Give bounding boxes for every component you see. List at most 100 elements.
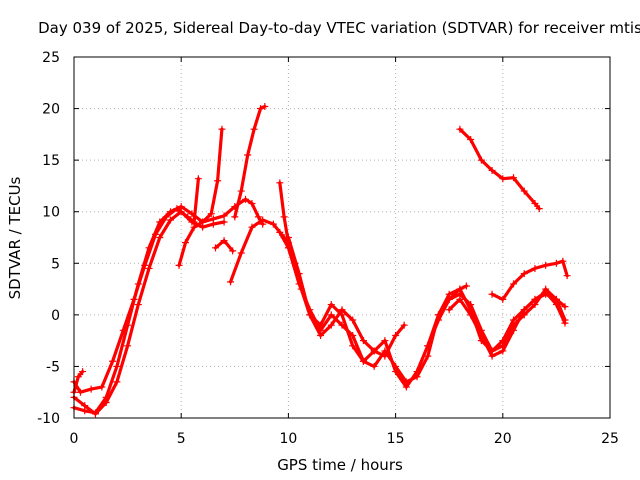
data-point <box>113 378 121 386</box>
data-point <box>370 347 378 355</box>
data-point <box>237 187 245 195</box>
data-point <box>269 220 277 228</box>
data-point <box>74 373 82 381</box>
data-point <box>510 280 518 288</box>
data-point <box>130 295 138 303</box>
data-point <box>561 319 569 327</box>
axis-ticks: 0 5 10 15 20 25 -10 -5 0 5 10 15 20 25 <box>37 50 619 447</box>
series-line <box>490 259 569 301</box>
data-point <box>242 195 250 203</box>
data-point <box>250 125 258 133</box>
data-point <box>254 213 262 221</box>
data-point <box>359 337 367 345</box>
data-point <box>91 410 99 418</box>
x-tick-label: 25 <box>601 431 619 447</box>
data-point <box>244 151 252 159</box>
data-point <box>542 288 550 296</box>
y-tick-label: 25 <box>42 50 60 66</box>
data-point <box>327 321 335 329</box>
data-point <box>338 311 346 319</box>
data-point <box>162 213 170 221</box>
y-tick-label: 0 <box>51 308 60 324</box>
data-point <box>327 311 335 319</box>
series-arc-8 <box>231 103 269 221</box>
data-point <box>462 282 470 290</box>
data-point <box>349 342 357 350</box>
data-point <box>113 362 121 370</box>
data-point <box>531 264 539 272</box>
data-point <box>499 295 507 303</box>
data-point <box>317 321 325 329</box>
data-point <box>488 352 496 360</box>
data-point <box>424 352 432 360</box>
data-point <box>81 402 89 410</box>
x-tick-label: 10 <box>279 431 297 447</box>
data-point <box>209 220 217 228</box>
data-point <box>402 383 410 391</box>
y-tick-label: -10 <box>37 411 60 427</box>
data-point <box>248 223 256 231</box>
data-point <box>392 331 400 339</box>
data-point <box>400 321 408 329</box>
data-point <box>445 295 453 303</box>
data-point <box>488 166 496 174</box>
data-point <box>424 342 432 350</box>
data-point <box>214 177 222 185</box>
data-point <box>280 213 288 221</box>
data-point <box>87 385 95 393</box>
data-point <box>370 362 378 370</box>
data-point <box>119 326 127 334</box>
y-tick-label: -5 <box>46 359 60 375</box>
chart-title: Day 039 of 2025, Sidereal Day-to-day VTE… <box>38 19 640 37</box>
data-point <box>151 230 159 238</box>
data-point <box>499 175 507 183</box>
data-point <box>456 295 464 303</box>
data-point <box>199 218 207 226</box>
y-axis-label: SDTVAR / TECUs <box>6 176 24 299</box>
data-point <box>257 105 265 113</box>
x-tick-label: 5 <box>177 431 186 447</box>
data-point <box>563 272 571 280</box>
series-arc-14 <box>488 257 571 303</box>
data-point <box>261 103 269 111</box>
series-line <box>72 210 226 416</box>
data-point <box>134 301 142 309</box>
data-point <box>445 306 453 314</box>
data-point <box>552 259 560 267</box>
series-line <box>447 290 567 358</box>
data-point <box>284 234 292 241</box>
data-point <box>109 357 117 365</box>
data-point <box>520 187 528 195</box>
data-point <box>212 244 220 252</box>
y-tick-label: 15 <box>42 153 60 169</box>
series-arc-6 <box>212 237 237 255</box>
data-point <box>531 199 539 207</box>
data-point <box>434 316 442 324</box>
data-point <box>76 388 84 396</box>
data-point <box>141 261 149 269</box>
data-point <box>218 125 226 133</box>
data-point <box>190 223 198 231</box>
data-point <box>510 326 518 334</box>
data-point <box>488 290 496 298</box>
data-point <box>327 301 335 309</box>
data-point <box>477 156 485 164</box>
data-series <box>70 103 571 418</box>
data-point <box>276 179 284 187</box>
data-point <box>98 383 106 391</box>
data-point <box>79 368 87 376</box>
data-point <box>467 301 475 309</box>
series-arc-13 <box>445 288 569 360</box>
data-point <box>542 261 550 269</box>
data-point <box>552 301 560 309</box>
data-point <box>194 175 202 183</box>
series-arc-7 <box>227 216 292 286</box>
plot-frame <box>73 56 611 419</box>
data-point <box>175 261 183 269</box>
data-point <box>220 218 228 226</box>
series-arc-1 <box>70 195 267 417</box>
data-point <box>510 174 518 182</box>
series-arc-2 <box>70 208 228 418</box>
x-tick-label: 0 <box>70 431 79 447</box>
data-point <box>499 347 507 355</box>
